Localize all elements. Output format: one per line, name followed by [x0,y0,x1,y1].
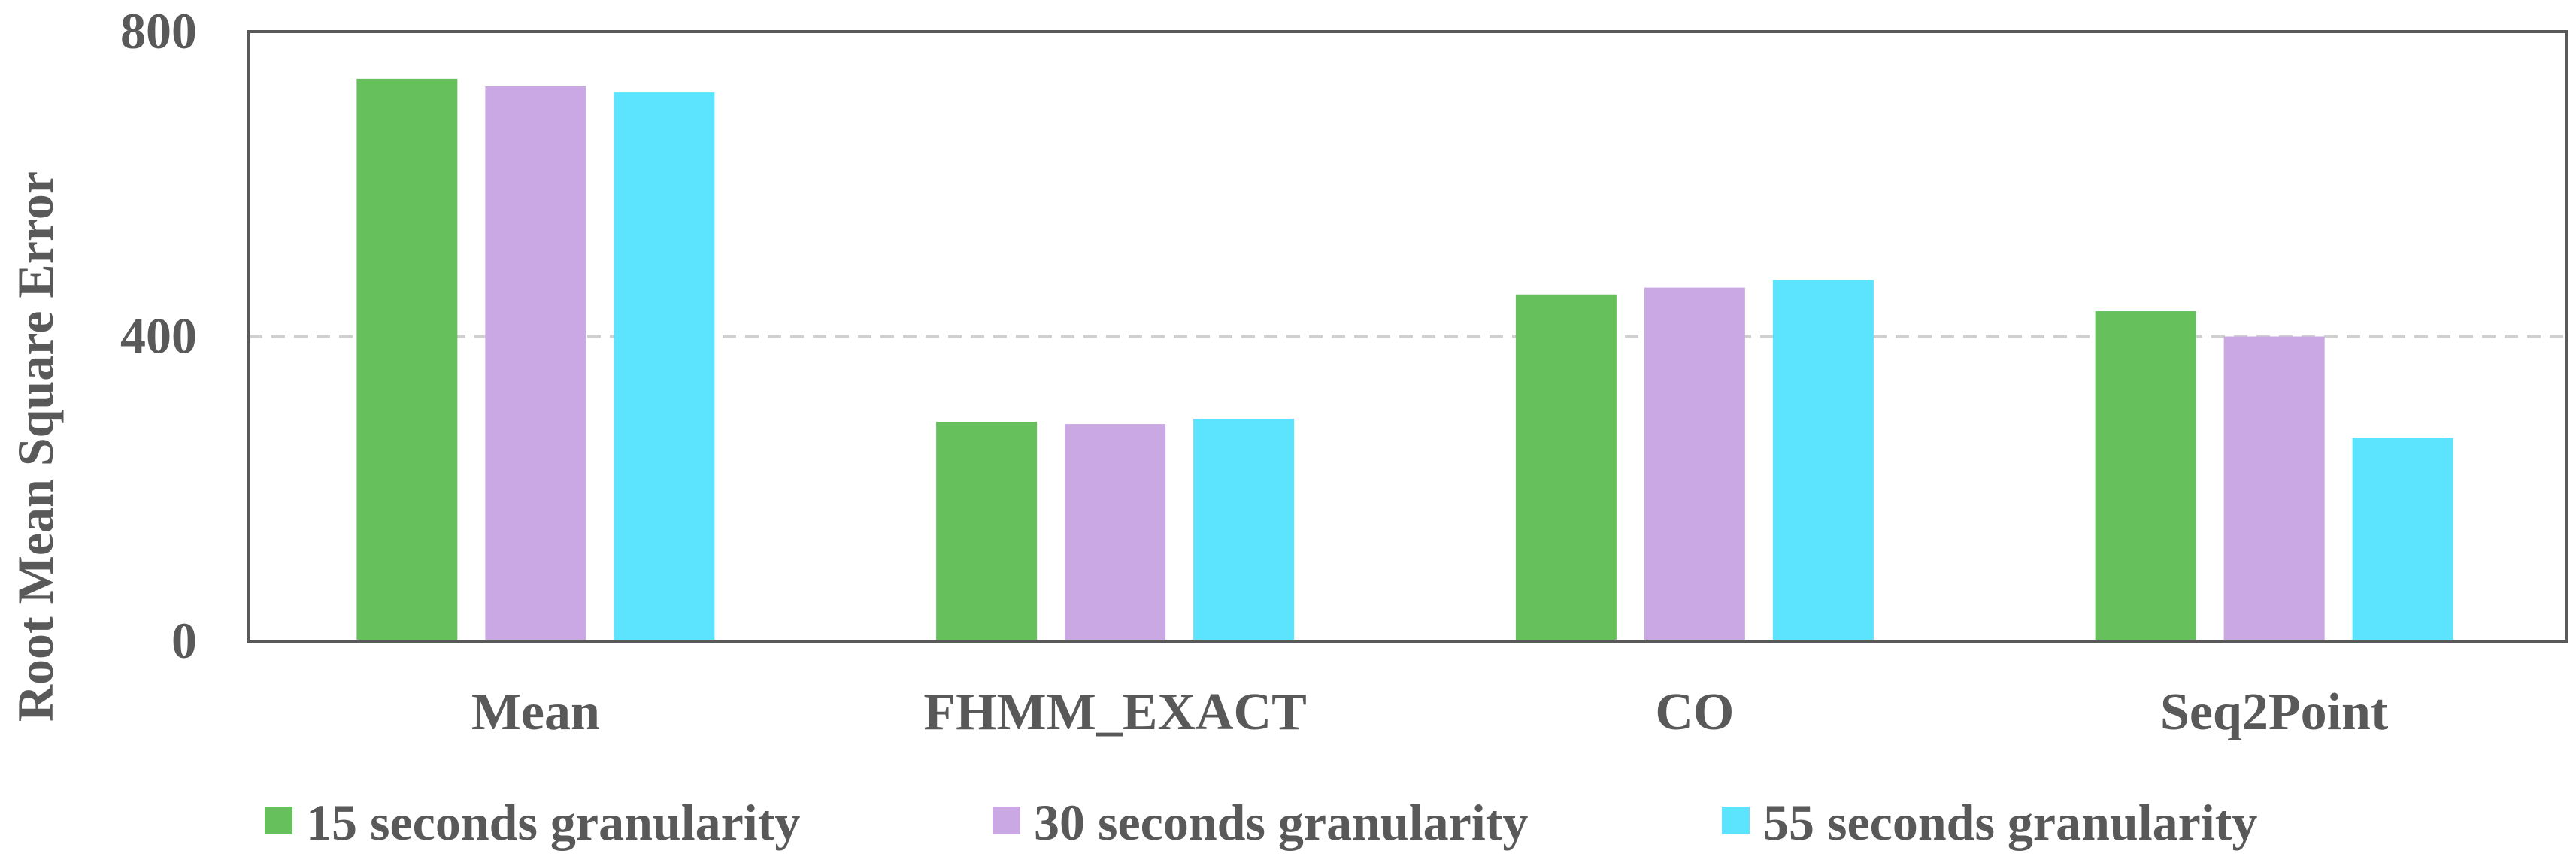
bars [356,78,2453,642]
bar [1644,287,1745,641]
legend-label: 55 seconds granularity [1763,794,2257,851]
bar [1193,418,1295,641]
x-tick-label: Seq2Point [2160,683,2388,741]
legend: 15 seconds granularity 30 seconds granula… [265,794,2257,851]
bar [614,92,715,642]
bar [2352,438,2453,641]
x-tick-label: Mean [471,683,600,741]
x-tick-label: FHMM_EXACT [923,683,1306,741]
x-axis-tick-labels: Mean FHMM_EXACT CO Seq2Point [471,683,2388,741]
plot-frame [247,30,2568,643]
bar [2095,311,2196,641]
y-tick-label: 800 [120,2,197,59]
bar [1772,280,1874,641]
bar [2223,336,2325,641]
bar [936,422,1038,641]
bar [1065,424,1166,641]
bar [485,86,586,642]
x-tick-label: CO [1655,683,1734,741]
y-axis-tick-labels: 0 400 800 [120,2,197,669]
legend-label: 30 seconds granularity [1034,794,1528,851]
y-tick-label: 0 [171,612,197,669]
y-tick-label: 400 [120,307,197,365]
legend-swatch [993,807,1020,834]
y-axis-title: Root Mean Square Error [7,171,64,722]
legend-swatch [1722,807,1750,834]
legend-label: 15 seconds granularity [306,794,800,851]
bar [356,78,458,642]
legend-swatch [265,807,292,834]
bar [1515,294,1617,641]
